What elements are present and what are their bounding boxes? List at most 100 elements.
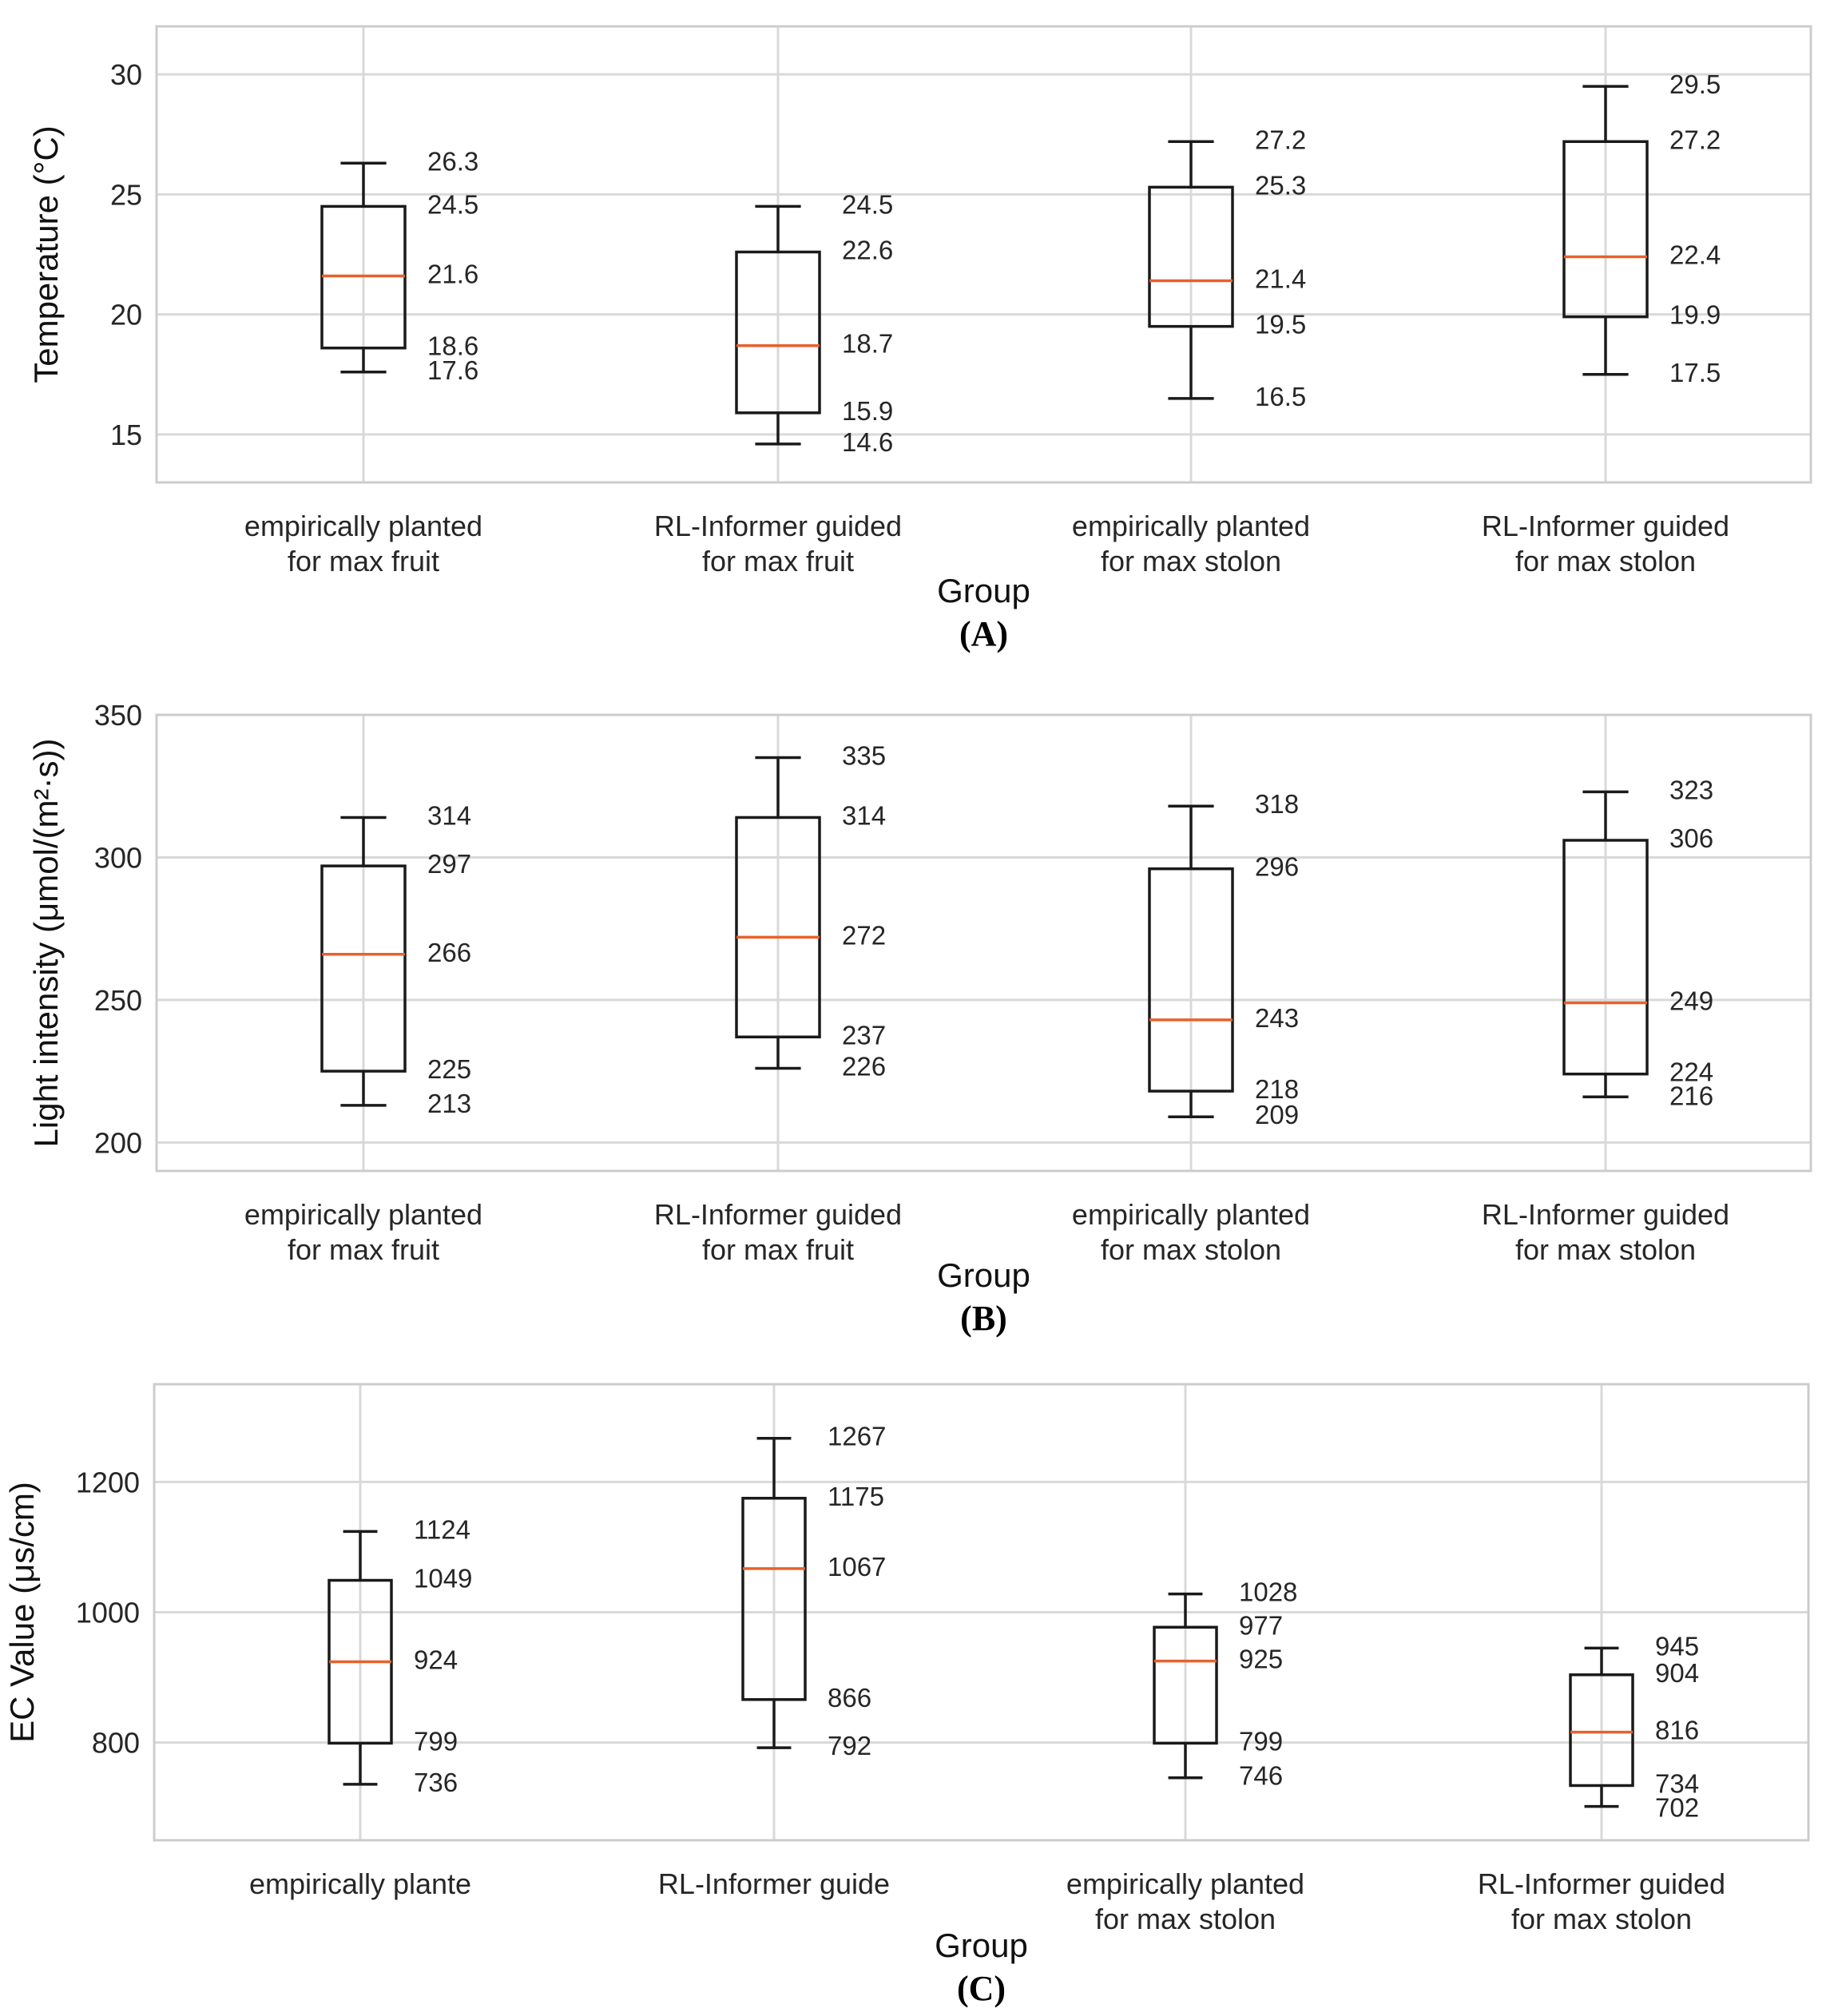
y-tick-label: 25 xyxy=(110,178,142,211)
y-tick-label: 20 xyxy=(110,299,142,331)
panel-label: (A) xyxy=(959,614,1008,653)
value-label: 213 xyxy=(427,1089,471,1118)
x-tick-label: for max fruit xyxy=(288,1233,439,1266)
value-label: 21.6 xyxy=(427,260,478,289)
value-label: 249 xyxy=(1669,986,1713,1015)
value-label: 226 xyxy=(842,1052,886,1081)
x-tick-label: RL-Informer guided xyxy=(1482,1198,1729,1231)
y-tick-label: 1200 xyxy=(76,1466,140,1498)
value-label: 904 xyxy=(1655,1658,1699,1688)
value-label: 18.7 xyxy=(842,329,893,359)
y-tick-label: 1000 xyxy=(76,1597,140,1629)
value-label: 19.9 xyxy=(1669,300,1721,330)
value-label: 945 xyxy=(1655,1631,1699,1661)
value-label: 21.4 xyxy=(1255,264,1306,294)
box-2: 24.5 22.6 18.7 15.914.6 xyxy=(735,189,893,457)
x-tick-label: for max stolon xyxy=(1515,1233,1696,1266)
iqr-box xyxy=(735,816,821,1039)
y-tick-label: 300 xyxy=(94,841,142,874)
y-tick-label: 800 xyxy=(92,1727,140,1760)
iqr-box xyxy=(1153,1625,1218,1745)
x-axis-label: Group xyxy=(935,1927,1028,1964)
box-2: 1267 1175 1067 866 792 xyxy=(741,1422,886,1760)
value-label: 22.4 xyxy=(1669,240,1721,270)
value-label: 816 xyxy=(1655,1716,1699,1745)
y-axis-label: Temperature (°C) xyxy=(27,125,65,383)
x-tick-label: for max fruit xyxy=(288,545,439,577)
x-tick-label: RL-Informer guided xyxy=(654,1198,902,1231)
y-tick-label: 250 xyxy=(94,984,142,1017)
value-label: 27.2 xyxy=(1669,125,1721,154)
x-tick-label: empirically planted xyxy=(244,510,482,542)
value-label: 866 xyxy=(828,1683,871,1712)
x-tick-label: for max fruit xyxy=(702,545,854,577)
x-axis-label: Group xyxy=(937,1256,1030,1294)
box-1: 26.3 24.5 21.6 18.617.6 xyxy=(320,146,478,385)
value-label: 15.9 xyxy=(842,396,893,426)
value-label: 25.3 xyxy=(1255,170,1306,200)
box-4: 29.5 27.2 22.4 19.9 17.5 xyxy=(1562,69,1721,387)
value-label: 734 xyxy=(1655,1768,1699,1798)
value-label: 272 xyxy=(842,920,886,950)
value-label: 27.2 xyxy=(1255,125,1306,154)
box-3: 27.2 25.3 21.4 19.5 16.5 xyxy=(1148,125,1306,411)
value-label: 799 xyxy=(414,1726,458,1756)
value-label: 924 xyxy=(414,1645,458,1674)
value-label: 323 xyxy=(1669,775,1713,804)
value-label: 218 xyxy=(1255,1074,1299,1104)
box-1: 1124 1049 924 799 736 xyxy=(328,1514,472,1797)
x-tick-label: for max stolon xyxy=(1101,545,1281,577)
value-label: 1124 xyxy=(414,1514,470,1544)
value-label: 1049 xyxy=(414,1564,472,1593)
value-label: 702 xyxy=(1655,1792,1699,1822)
iqr-box xyxy=(1148,185,1234,328)
value-label: 296 xyxy=(1255,852,1299,882)
x-tick-label: for max stolon xyxy=(1511,1903,1692,1935)
value-label: 314 xyxy=(842,800,886,830)
value-label: 24.5 xyxy=(427,189,478,219)
plot-frame xyxy=(155,25,1812,484)
chart-panel-c: 800 1000 1200 1124 1049 924 799 736 empirically … xyxy=(3,1383,1810,2008)
x-axis-label: Group xyxy=(937,572,1030,609)
x-tick-label: RL-Informer guide xyxy=(658,1867,890,1900)
iqr-box xyxy=(735,250,821,415)
iqr-box xyxy=(320,864,407,1073)
value-label: 1267 xyxy=(828,1422,886,1451)
value-label: 736 xyxy=(414,1768,458,1797)
x-tick-label: empirically planted xyxy=(244,1198,482,1231)
value-label: 18.6 xyxy=(427,331,478,361)
value-label: 792 xyxy=(828,1731,871,1760)
iqr-box xyxy=(1148,867,1234,1093)
x-tick-label: for max stolon xyxy=(1095,1903,1276,1935)
chart-panel-b: 200 250 300 350 314 297 266 225 213 empirically p… xyxy=(27,699,1812,1338)
value-label: 26.3 xyxy=(427,146,478,176)
value-label: 14.6 xyxy=(842,427,893,457)
value-label: 224 xyxy=(1669,1058,1713,1087)
value-label: 297 xyxy=(427,849,471,879)
y-axis-label: Light intensity (μmol/(m²·s)) xyxy=(27,739,65,1148)
value-label: 17.6 xyxy=(427,355,478,385)
iqr-box xyxy=(1562,839,1649,1076)
value-label: 29.5 xyxy=(1669,69,1721,99)
value-label: 335 xyxy=(842,741,886,771)
iqr-box xyxy=(1562,140,1649,319)
x-tick-label: RL-Informer guided xyxy=(1478,1867,1725,1900)
value-label: 799 xyxy=(1239,1726,1283,1756)
chart-panel-a: 15 20 25 30 26.3 24.5 21.6 18.617.6 empirically … xyxy=(27,25,1812,653)
panel-label: (B) xyxy=(960,1299,1007,1338)
x-tick-label: for max fruit xyxy=(702,1233,854,1266)
value-label: 314 xyxy=(427,800,471,830)
value-label: 225 xyxy=(427,1054,471,1084)
x-tick-label: RL-Informer guided xyxy=(1482,510,1729,542)
x-tick-label: empirically planted xyxy=(1072,1198,1310,1231)
x-tick-label: empirically planted xyxy=(1072,510,1310,542)
value-label: 22.6 xyxy=(842,235,893,264)
y-tick-label: 15 xyxy=(110,419,142,451)
value-label: 209 xyxy=(1255,1100,1299,1129)
value-label: 1028 xyxy=(1239,1577,1297,1607)
value-label: 19.5 xyxy=(1255,310,1306,339)
value-label: 1175 xyxy=(828,1482,884,1511)
